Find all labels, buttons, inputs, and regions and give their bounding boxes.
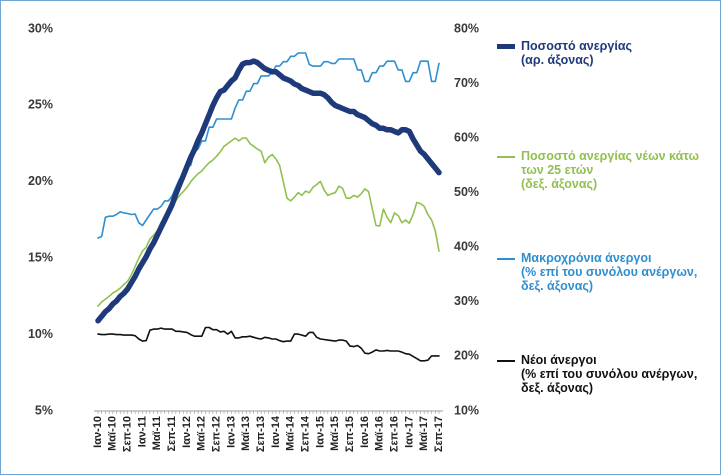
series-line [97,326,440,362]
x-tick-label: Μαϊ-16 [374,416,386,451]
y2-tick-label: 30% [454,294,479,308]
series-line [97,137,440,307]
x-tick-label: Μαϊ-11 [151,416,163,450]
x-tick-label: Ιαν-13 [225,416,237,448]
legend-swatch [497,44,515,49]
x-tick-label: Ιαν-16 [359,416,371,448]
y2-tick-label: 70% [454,76,479,90]
legend-swatch [497,360,515,362]
x-tick-label: Σεπ-11 [166,416,178,452]
legend-label: Ποσοστό ανεργίας νέων κάτω των 25 ετών (… [521,149,700,191]
x-tick-label: Σεπ-13 [255,416,267,452]
x-tick-label: Μαϊ-14 [285,415,297,451]
legend-label: Ποσοστό ανεργίας (αρ. άξονας) [521,39,632,67]
y-tick-label: 30% [28,21,53,35]
x-tick-label: Ιαν-12 [181,416,193,448]
y-tick-label: 5% [35,403,53,417]
y2-tick-label: 20% [454,349,479,363]
series-line [95,58,442,324]
x-tick-label: Μαϊ-10 [107,416,119,451]
x-tick-label: Σεπ-12 [211,416,223,452]
x-tick-label: Ιαν-15 [314,416,326,448]
x-tick-label: Ιαν-17 [403,416,415,448]
series-line [97,52,440,239]
y-tick-label: 15% [28,250,53,264]
x-tick-label: Ιαν-11 [136,416,148,447]
x-tick-label: Μαϊ-17 [418,416,430,451]
legend-label: Μακροχρόνια άνεργοι (% επί του συνόλου α… [521,251,698,293]
y-tick-label: 25% [28,98,53,112]
y2-tick-label: 10% [454,403,479,417]
x-tick-label: Σεπ-15 [344,416,356,452]
y2-tick-label: 40% [454,240,479,254]
x-tick-label: Σεπ-16 [388,416,400,452]
x-tick-label: Μαϊ-12 [196,416,208,451]
x-tick-label: Ιαν-10 [92,416,104,448]
x-tick-label: Σεπ-10 [122,416,134,452]
x-tick-label: Σεπ-17 [433,416,445,452]
legend-swatch [497,258,515,260]
x-tick-label: Μαϊ-13 [240,416,252,451]
x-tick-label: Ιαν-14 [270,415,282,448]
y2-tick-label: 80% [454,21,479,35]
legend-swatch [497,156,515,158]
y-tick-label: 10% [28,327,53,341]
x-tick-label: Μαϊ-15 [329,416,341,451]
y-tick-label: 20% [28,174,53,188]
y2-tick-label: 50% [454,185,479,199]
legend-label: Νέοι άνεργοι (% επί του συνόλου ανέργων,… [521,353,698,395]
x-tick-label: Σεπ-14 [299,415,311,452]
y2-tick-label: 60% [454,130,479,144]
